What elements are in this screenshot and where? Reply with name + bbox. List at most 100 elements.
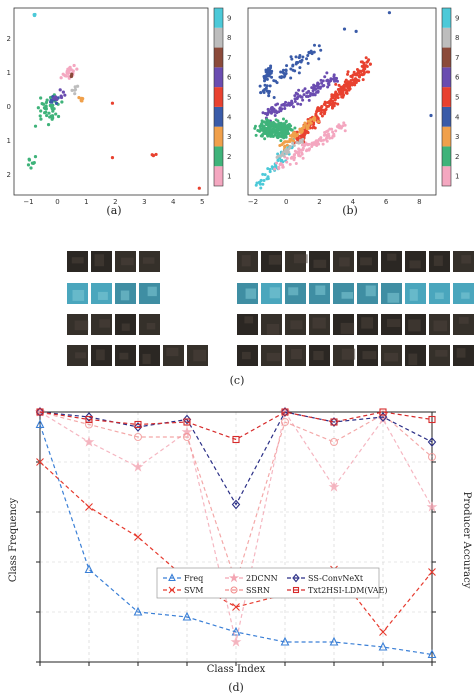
patch-texture	[71, 257, 84, 264]
colorbar-segment	[214, 67, 223, 88]
scatter-point	[307, 98, 311, 102]
colorbar-tick-label: 7	[227, 54, 231, 62]
data-point	[228, 572, 240, 583]
patch-texture	[361, 317, 374, 329]
x-tick-label: 6	[384, 198, 389, 206]
scatter-point	[317, 137, 321, 141]
scatter-point	[44, 100, 49, 105]
scatter-points-a	[26, 12, 201, 190]
scatter-point	[302, 144, 306, 148]
colorbar-segment	[442, 166, 451, 186]
scatter-point	[315, 110, 319, 114]
data-point	[280, 636, 290, 646]
scatter-point	[354, 29, 358, 33]
data-point	[428, 568, 436, 576]
scatter-point	[268, 123, 272, 127]
scatter-point	[59, 76, 63, 80]
data-point	[132, 461, 144, 472]
x-tick-label: −2	[248, 198, 258, 206]
scatter-point	[339, 85, 343, 89]
scatter-point	[364, 56, 368, 60]
y-axis-label: Class Frequency	[8, 497, 19, 582]
scatter-point	[260, 134, 264, 138]
patch-images	[67, 251, 474, 366]
data-point	[85, 503, 93, 511]
data-point	[329, 437, 339, 447]
scatter-point	[41, 102, 46, 106]
scatter-point	[333, 98, 337, 102]
scatter-point	[297, 141, 301, 145]
patch-texture	[384, 352, 399, 362]
scatter-point	[367, 58, 371, 62]
legend-box	[156, 567, 380, 599]
colorbar-segment	[442, 126, 451, 147]
scatter-point	[291, 105, 295, 109]
legend-label: SS-ConvNeXt	[308, 574, 364, 583]
colorbar-segment	[214, 146, 223, 167]
scatter-point	[312, 43, 316, 47]
scatter-point	[323, 108, 327, 112]
scatter-point	[304, 149, 308, 153]
scatter-point	[285, 156, 289, 160]
scatter-point	[297, 56, 301, 60]
patch-texture	[269, 287, 281, 299]
scatter-point	[52, 96, 56, 101]
scatter-point	[150, 153, 154, 157]
patch-image	[453, 314, 474, 335]
scatter-point	[325, 139, 329, 143]
scatter-point	[154, 152, 158, 157]
legend-item: Freq	[163, 573, 203, 583]
data-point	[133, 432, 143, 442]
patch-texture	[290, 320, 303, 330]
scatter-point	[266, 175, 270, 179]
scatter-point	[270, 75, 274, 79]
scatter-point	[276, 132, 280, 136]
scatter-point	[336, 125, 340, 129]
scatter-point	[303, 121, 307, 125]
scatter-point	[38, 114, 42, 118]
patch-texture	[94, 254, 105, 267]
scatter-point	[42, 106, 47, 110]
colorbar-tick-label: 2	[227, 153, 231, 161]
scatter-point	[313, 87, 317, 91]
colorbar-tick-label: 4	[227, 113, 232, 121]
scatter-point	[265, 89, 269, 93]
scatter-point	[298, 139, 302, 143]
scatter-point	[270, 165, 274, 169]
scatter-point	[344, 78, 348, 82]
colorbar-tick-label: 6	[227, 74, 232, 82]
patch-image	[381, 251, 402, 272]
scatter-point	[334, 95, 338, 99]
scatter-point	[33, 12, 37, 17]
data-point	[231, 626, 241, 636]
colorbar-frame	[441, 7, 452, 187]
scatter-point	[336, 88, 340, 92]
scatter-point	[301, 55, 305, 59]
scatter-point	[279, 139, 283, 143]
scatter-point	[264, 70, 268, 74]
scatter-point	[293, 135, 297, 139]
scatter-point	[334, 82, 338, 86]
scatter-point	[341, 90, 345, 94]
scatter-point	[327, 80, 331, 84]
caption-c: (c)	[230, 374, 245, 387]
scatter-point	[269, 134, 273, 138]
scatter-point	[261, 182, 265, 186]
scatter-point	[352, 81, 356, 85]
scatter-point	[267, 121, 271, 125]
scatter-point	[313, 141, 317, 145]
scatter-point	[197, 186, 201, 190]
patch-texture	[387, 292, 400, 303]
scatter-point	[354, 73, 358, 77]
x-tick-label: 5	[200, 198, 204, 206]
scatter-point	[265, 133, 269, 137]
scatter-point	[278, 126, 282, 130]
scatter-point	[316, 120, 320, 124]
scatter-point	[73, 92, 77, 96]
scatter-point	[387, 11, 392, 15]
data-point	[232, 435, 240, 444]
scatter-point	[319, 48, 323, 52]
scatter-point	[301, 89, 305, 93]
scatter-point	[289, 67, 293, 71]
